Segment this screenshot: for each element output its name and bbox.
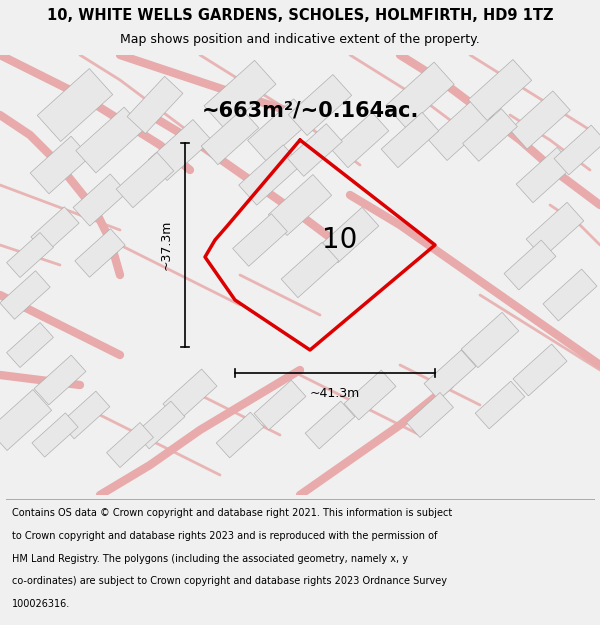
Polygon shape bbox=[233, 214, 287, 266]
Polygon shape bbox=[127, 76, 183, 134]
Polygon shape bbox=[543, 269, 597, 321]
Text: co-ordinates) are subject to Crown copyright and database rights 2023 Ordnance S: co-ordinates) are subject to Crown copyr… bbox=[12, 576, 447, 586]
Polygon shape bbox=[37, 69, 113, 141]
Text: ~41.3m: ~41.3m bbox=[310, 387, 360, 400]
Text: Contains OS data © Crown copyright and database right 2021. This information is : Contains OS data © Crown copyright and d… bbox=[12, 508, 452, 518]
Polygon shape bbox=[526, 202, 584, 258]
Polygon shape bbox=[407, 392, 454, 438]
Polygon shape bbox=[513, 344, 567, 396]
Polygon shape bbox=[428, 99, 491, 161]
Polygon shape bbox=[0, 271, 50, 319]
Polygon shape bbox=[463, 109, 517, 161]
Polygon shape bbox=[107, 422, 154, 468]
Polygon shape bbox=[201, 109, 259, 165]
Polygon shape bbox=[163, 369, 217, 421]
Polygon shape bbox=[331, 112, 389, 168]
Polygon shape bbox=[7, 232, 53, 278]
Polygon shape bbox=[0, 389, 52, 451]
Polygon shape bbox=[305, 401, 355, 449]
Polygon shape bbox=[204, 61, 276, 129]
Polygon shape bbox=[148, 119, 212, 181]
Polygon shape bbox=[248, 99, 313, 161]
Text: 10, WHITE WELLS GARDENS, SCHOLES, HOLMFIRTH, HD9 1TZ: 10, WHITE WELLS GARDENS, SCHOLES, HOLMFI… bbox=[47, 8, 553, 23]
Polygon shape bbox=[254, 380, 306, 430]
Polygon shape bbox=[287, 124, 343, 176]
Text: Map shows position and indicative extent of the property.: Map shows position and indicative extent… bbox=[120, 33, 480, 46]
Text: HM Land Registry. The polygons (including the associated geometry, namely x, y: HM Land Registry. The polygons (includin… bbox=[12, 554, 408, 564]
Polygon shape bbox=[510, 91, 570, 149]
Polygon shape bbox=[344, 370, 396, 420]
Text: 100026316.: 100026316. bbox=[12, 599, 70, 609]
Polygon shape bbox=[504, 240, 556, 290]
Polygon shape bbox=[30, 136, 90, 194]
Polygon shape bbox=[516, 148, 574, 202]
Polygon shape bbox=[424, 350, 476, 400]
Polygon shape bbox=[381, 112, 439, 168]
Polygon shape bbox=[289, 74, 352, 136]
Polygon shape bbox=[461, 312, 519, 368]
Text: to Crown copyright and database rights 2023 and is reproduced with the permissio: to Crown copyright and database rights 2… bbox=[12, 531, 437, 541]
Polygon shape bbox=[76, 107, 144, 173]
Polygon shape bbox=[75, 229, 125, 278]
Polygon shape bbox=[73, 174, 127, 226]
Polygon shape bbox=[239, 145, 301, 205]
Polygon shape bbox=[216, 412, 264, 458]
Polygon shape bbox=[321, 208, 379, 262]
Polygon shape bbox=[7, 322, 53, 368]
Polygon shape bbox=[268, 174, 332, 236]
Polygon shape bbox=[281, 242, 339, 298]
Polygon shape bbox=[31, 207, 79, 253]
Polygon shape bbox=[60, 391, 110, 439]
Polygon shape bbox=[475, 381, 525, 429]
Polygon shape bbox=[34, 355, 86, 405]
Text: ~663m²/~0.164ac.: ~663m²/~0.164ac. bbox=[202, 100, 419, 120]
Text: 10: 10 bbox=[322, 226, 358, 254]
Polygon shape bbox=[135, 401, 185, 449]
Polygon shape bbox=[386, 62, 454, 128]
Polygon shape bbox=[32, 413, 78, 457]
Polygon shape bbox=[116, 152, 174, 208]
Polygon shape bbox=[554, 125, 600, 175]
Text: ~37.3m: ~37.3m bbox=[160, 220, 173, 270]
Polygon shape bbox=[469, 59, 532, 121]
